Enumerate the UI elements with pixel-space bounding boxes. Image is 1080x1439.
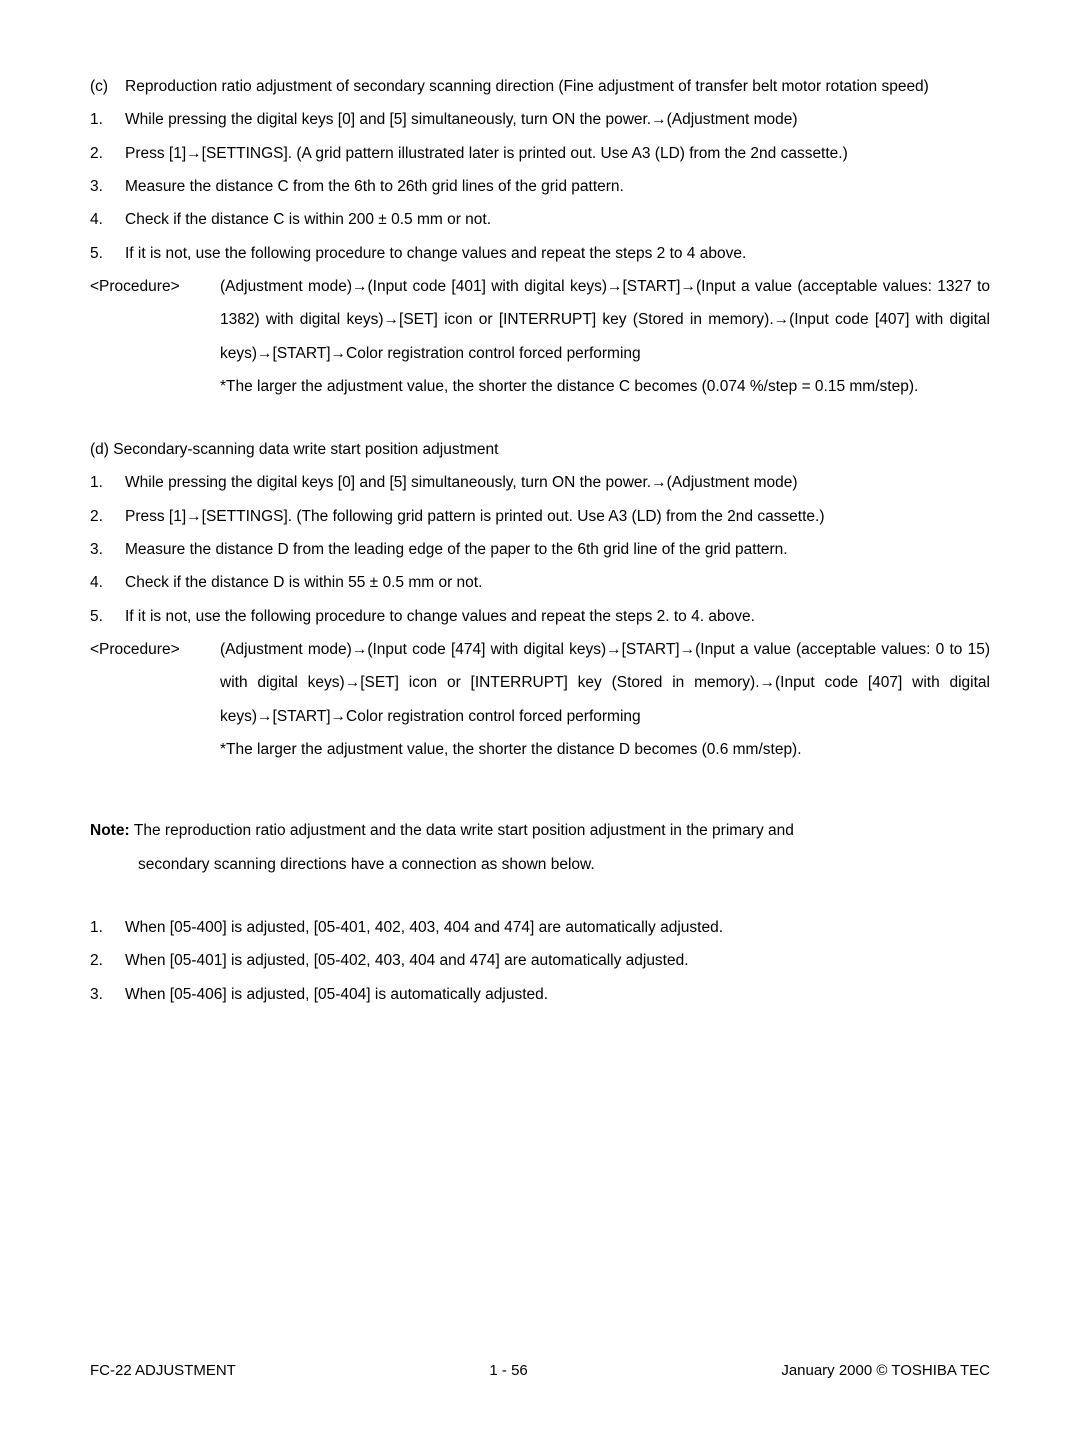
- step-num: 3.: [90, 533, 125, 566]
- procedure-d: <Procedure> (Adjustment mode)→(Input cod…: [90, 633, 990, 733]
- step-c-3: 3. Measure the distance C from the 6th t…: [90, 170, 990, 203]
- page-footer: FC-22 ADJUSTMENT 1 - 56 January 2000 © T…: [90, 1362, 990, 1379]
- step-num: 4.: [90, 566, 125, 599]
- step-text: When [05-406] is adjusted, [05-404] is a…: [125, 978, 990, 1011]
- auto-adjust-1: 1. When [05-400] is adjusted, [05-401, 4…: [90, 911, 990, 944]
- procedure-c: <Procedure> (Adjustment mode)→(Input cod…: [90, 270, 990, 370]
- step-text: Check if the distance C is within 200 ± …: [125, 203, 990, 236]
- procedure-note: *The larger the adjustment value, the sh…: [220, 733, 990, 766]
- step-num: 5.: [90, 237, 125, 270]
- procedure-c-note: *The larger the adjustment value, the sh…: [90, 370, 990, 403]
- step-num: 3.: [90, 170, 125, 203]
- step-text: Check if the distance D is within 55 ± 0…: [125, 566, 990, 599]
- auto-adjust-2: 2. When [05-401] is adjusted, [05-402, 4…: [90, 944, 990, 977]
- step-d-5: 5. If it is not, use the following proce…: [90, 600, 990, 633]
- auto-adjust-list: 1. When [05-400] is adjusted, [05-401, 4…: [90, 911, 990, 1011]
- note-section: Note: The reproduction ratio adjustment …: [90, 814, 990, 881]
- step-d-2: 2. Press [1]→[SETTINGS]. (The following …: [90, 500, 990, 533]
- step-num: 1.: [90, 911, 125, 944]
- note-text-line1: The reproduction ratio adjustment and th…: [134, 822, 794, 839]
- section-d-title: (d) Secondary-scanning data write start …: [90, 433, 990, 466]
- note-text-line2: secondary scanning directions have a con…: [90, 848, 990, 881]
- step-c-4: 4. Check if the distance C is within 200…: [90, 203, 990, 236]
- note-label: Note:: [90, 822, 134, 839]
- step-num: 1.: [90, 466, 125, 499]
- step-d-1: 1. While pressing the digital keys [0] a…: [90, 466, 990, 499]
- step-text: If it is not, use the following procedur…: [125, 600, 990, 633]
- step-c-2: 2. Press [1]→[SETTINGS]. (A grid pattern…: [90, 137, 990, 170]
- document-content: (c) Reproduction ratio adjustment of sec…: [90, 70, 990, 1011]
- step-d-3: 3. Measure the distance D from the leadi…: [90, 533, 990, 566]
- step-d-4: 4. Check if the distance D is within 55 …: [90, 566, 990, 599]
- step-text: Measure the distance D from the leading …: [125, 533, 990, 566]
- footer-center: 1 - 56: [489, 1362, 527, 1379]
- step-num: 4.: [90, 203, 125, 236]
- step-num: 5.: [90, 600, 125, 633]
- footer-right: January 2000 © TOSHIBA TEC: [781, 1362, 990, 1379]
- step-num: 2.: [90, 500, 125, 533]
- section-c-title-row: (c) Reproduction ratio adjustment of sec…: [90, 70, 990, 103]
- step-c-5: 5. If it is not, use the following proce…: [90, 237, 990, 270]
- step-text: When [05-400] is adjusted, [05-401, 402,…: [125, 911, 990, 944]
- step-c-1: 1. While pressing the digital keys [0] a…: [90, 103, 990, 136]
- procedure-note: *The larger the adjustment value, the sh…: [220, 370, 990, 403]
- step-text: When [05-401] is adjusted, [05-402, 403,…: [125, 944, 990, 977]
- auto-adjust-3: 3. When [05-406] is adjusted, [05-404] i…: [90, 978, 990, 1011]
- step-num: 2.: [90, 944, 125, 977]
- section-c-marker: (c): [90, 70, 125, 103]
- step-text: Press [1]→[SETTINGS]. (A grid pattern il…: [125, 137, 990, 170]
- section-d: (d) Secondary-scanning data write start …: [90, 433, 990, 766]
- step-num: 2.: [90, 137, 125, 170]
- step-text: If it is not, use the following procedur…: [125, 237, 990, 270]
- procedure-text: (Adjustment mode)→(Input code [474] with…: [220, 633, 990, 733]
- section-c: (c) Reproduction ratio adjustment of sec…: [90, 70, 990, 403]
- section-c-title-text: Reproduction ratio adjustment of seconda…: [125, 70, 990, 103]
- procedure-label: <Procedure>: [90, 633, 220, 733]
- step-text: Measure the distance C from the 6th to 2…: [125, 170, 990, 203]
- step-text: Press [1]→[SETTINGS]. (The following gri…: [125, 500, 990, 533]
- procedure-label: <Procedure>: [90, 270, 220, 370]
- step-num: 1.: [90, 103, 125, 136]
- footer-left: FC-22 ADJUSTMENT: [90, 1362, 236, 1379]
- procedure-text: (Adjustment mode)→(Input code [401] with…: [220, 270, 990, 370]
- step-num: 3.: [90, 978, 125, 1011]
- step-text: While pressing the digital keys [0] and …: [125, 466, 990, 499]
- procedure-d-note: *The larger the adjustment value, the sh…: [90, 733, 990, 766]
- step-text: While pressing the digital keys [0] and …: [125, 103, 990, 136]
